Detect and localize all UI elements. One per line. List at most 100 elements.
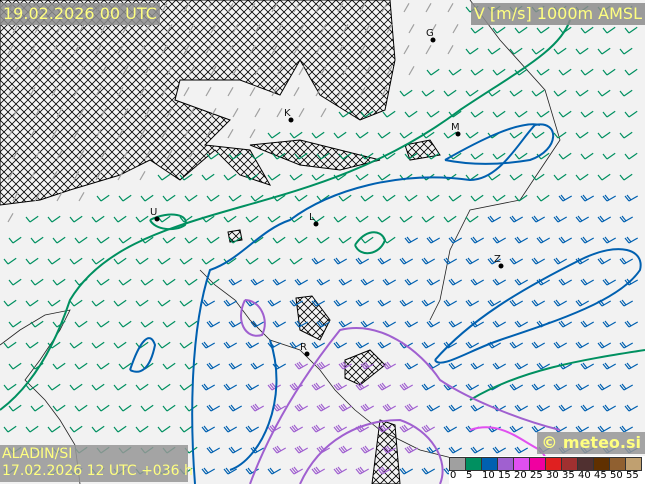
wind-barb bbox=[624, 68, 638, 76]
legend-swatch bbox=[561, 457, 578, 471]
wind-barb bbox=[188, 150, 195, 160]
wind-barb bbox=[404, 403, 418, 412]
wind-barb bbox=[597, 341, 611, 349]
wind-barb bbox=[514, 152, 528, 160]
wind-barb bbox=[210, 24, 217, 34]
wind-barb bbox=[29, 171, 36, 181]
wind-barb bbox=[162, 320, 176, 328]
wind-barb bbox=[580, 278, 594, 286]
wind-barb bbox=[166, 66, 173, 76]
wind-barb bbox=[289, 466, 303, 475]
wind-barb bbox=[206, 152, 220, 160]
wind-barb bbox=[377, 257, 391, 265]
wind-barb bbox=[135, 299, 149, 307]
wind-barb bbox=[443, 89, 457, 97]
wind-barb bbox=[223, 173, 237, 181]
wind-barb bbox=[465, 299, 479, 307]
wind-barb bbox=[509, 47, 523, 55]
wind-barb bbox=[443, 131, 457, 139]
wind-barb bbox=[575, 299, 589, 307]
wind-barb bbox=[232, 66, 239, 76]
wind-barb bbox=[91, 383, 105, 391]
wind-barb bbox=[421, 467, 435, 475]
wind-barb bbox=[118, 362, 132, 370]
wind-barb bbox=[205, 45, 212, 55]
wind-barb bbox=[254, 24, 261, 34]
wind-barb bbox=[157, 215, 171, 223]
wind-barb bbox=[96, 362, 110, 370]
wind-barb bbox=[95, 45, 102, 55]
wind-barb bbox=[342, 66, 349, 76]
wind-barb bbox=[144, 108, 151, 118]
wind-barb bbox=[338, 236, 352, 244]
city-label: G bbox=[426, 28, 434, 39]
wind-barb bbox=[575, 341, 589, 349]
wind-barb bbox=[96, 236, 110, 244]
wind-barb bbox=[294, 361, 308, 370]
wind-barb bbox=[69, 383, 83, 391]
wind-barb bbox=[122, 66, 129, 76]
wind-barb bbox=[267, 215, 281, 223]
wind-barb bbox=[267, 173, 281, 181]
wind-barb bbox=[206, 194, 220, 202]
wind-barb bbox=[223, 425, 237, 433]
wind-barb bbox=[183, 129, 190, 139]
isotach-15-line bbox=[249, 327, 561, 484]
wind-barb bbox=[184, 236, 198, 244]
wind-barb bbox=[95, 87, 102, 97]
wind-barb bbox=[624, 110, 638, 118]
wind-barb bbox=[602, 110, 616, 118]
wind-barb bbox=[113, 299, 127, 307]
wind-barb bbox=[223, 341, 237, 349]
wind-barb bbox=[184, 320, 198, 328]
wind-barb bbox=[355, 257, 369, 265]
wind-barb bbox=[272, 403, 286, 412]
wind-barb bbox=[448, 404, 462, 412]
wind-barb bbox=[140, 194, 154, 202]
wind-barb bbox=[619, 47, 633, 55]
wind-barb bbox=[338, 445, 352, 454]
wind-barb bbox=[311, 341, 325, 349]
wind-barb bbox=[139, 87, 146, 97]
wind-barb bbox=[465, 215, 479, 223]
wind-barb bbox=[144, 24, 151, 34]
wind-barb bbox=[30, 278, 44, 286]
wind-barb bbox=[250, 152, 264, 160]
wind-barb bbox=[447, 45, 454, 55]
wind-barb bbox=[249, 45, 256, 55]
wind-barb bbox=[421, 215, 435, 223]
wind-barb bbox=[117, 129, 124, 139]
wind-barb bbox=[7, 129, 14, 139]
wind-barb bbox=[624, 152, 638, 160]
legend-tick: 55 bbox=[626, 470, 639, 481]
wind-barb bbox=[201, 425, 215, 433]
wind-barb bbox=[118, 320, 132, 328]
wind-barb bbox=[223, 215, 237, 223]
wind-barb bbox=[382, 194, 396, 202]
wind-barb bbox=[580, 194, 594, 202]
isotach-10-line bbox=[434, 248, 642, 364]
wind-barb bbox=[47, 257, 61, 265]
wind-barb bbox=[140, 278, 154, 286]
wind-barb bbox=[267, 382, 281, 391]
wind-barb bbox=[355, 215, 369, 223]
wind-barb bbox=[338, 194, 352, 202]
wind-barb bbox=[470, 362, 484, 370]
wind-barb bbox=[25, 383, 39, 391]
wind-barb bbox=[250, 278, 264, 286]
legend-tick: 50 bbox=[610, 470, 623, 481]
isotachs bbox=[0, 19, 645, 484]
wind-barb bbox=[333, 424, 347, 433]
wind-barb bbox=[29, 87, 36, 97]
wind-barb bbox=[487, 47, 501, 55]
wind-barb bbox=[69, 341, 83, 349]
wind-barb bbox=[580, 110, 594, 118]
wind-barb bbox=[399, 89, 413, 97]
wind-barb bbox=[492, 278, 506, 286]
wind-barb bbox=[602, 404, 616, 412]
wind-barb bbox=[619, 299, 633, 307]
wind-barb bbox=[157, 341, 171, 349]
wind-barb bbox=[166, 150, 173, 160]
wind-barb bbox=[188, 24, 195, 34]
wind-barb bbox=[531, 257, 545, 265]
